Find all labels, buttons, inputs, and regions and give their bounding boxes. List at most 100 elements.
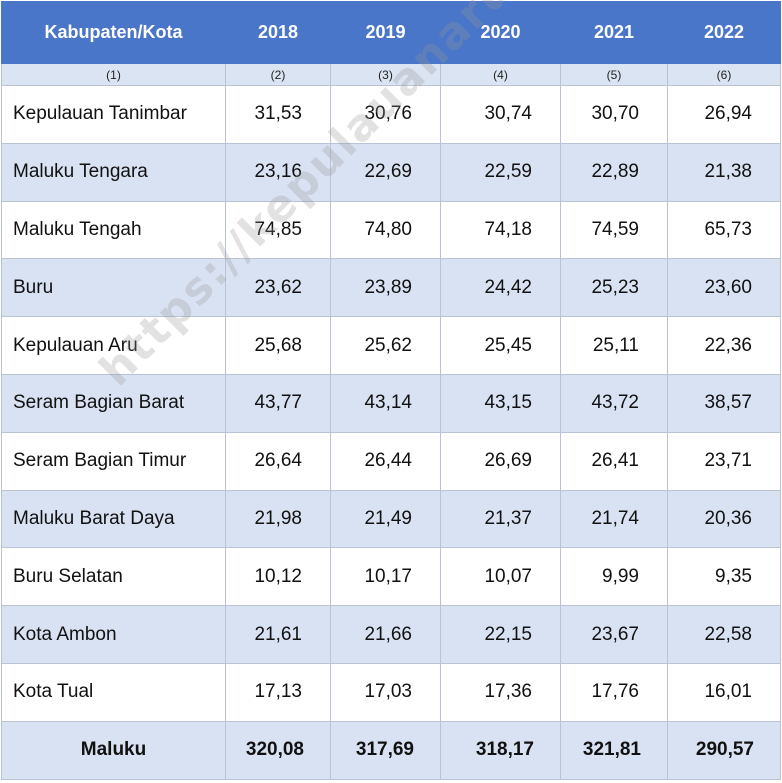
value-cell: 22,36 bbox=[667, 316, 781, 375]
column-header-2019: 2019 bbox=[330, 1, 441, 64]
column-number: (4) bbox=[440, 63, 561, 86]
value-cell: 21,49 bbox=[330, 489, 441, 549]
value-cell: 24,42 bbox=[440, 258, 561, 318]
total-cell: 321,81 bbox=[560, 720, 668, 780]
value-cell: 74,59 bbox=[560, 200, 668, 260]
value-cell: 23,62 bbox=[225, 258, 331, 318]
region-name: Maluku Tengah bbox=[1, 200, 226, 260]
value-cell: 23,67 bbox=[560, 605, 668, 664]
value-cell: 43,77 bbox=[225, 373, 331, 433]
table-row: Kota Tual 17,13 17,03 17,36 17,76 16,01 bbox=[1, 662, 781, 722]
value-cell: 17,03 bbox=[330, 662, 441, 722]
value-cell: 22,15 bbox=[440, 605, 561, 664]
total-cell: 320,08 bbox=[225, 720, 331, 780]
value-cell: 21,66 bbox=[330, 605, 441, 664]
total-cell: 317,69 bbox=[330, 720, 441, 780]
value-cell: 10,12 bbox=[225, 547, 331, 607]
value-cell: 38,57 bbox=[667, 373, 781, 433]
value-cell: 43,14 bbox=[330, 373, 441, 433]
table-row: Maluku Tengah 74,85 74,80 74,18 74,59 65,73 bbox=[1, 200, 781, 260]
value-cell: 9,35 bbox=[667, 547, 781, 607]
region-name: Seram Bagian Barat bbox=[1, 373, 226, 433]
column-number: (1) bbox=[1, 63, 226, 86]
value-cell: 25,62 bbox=[330, 316, 441, 375]
value-cell: 26,64 bbox=[225, 431, 331, 491]
table-row: Kepulauan Tanimbar 31,53 30,76 30,74 30,70 26… bbox=[1, 85, 781, 144]
value-cell: 23,16 bbox=[225, 142, 331, 202]
value-cell: 21,98 bbox=[225, 489, 331, 549]
value-cell: 43,72 bbox=[560, 373, 668, 433]
value-cell: 9,99 bbox=[560, 547, 668, 607]
table-row: Seram Bagian Barat 43,77 43,14 43,15 43,72 38… bbox=[1, 373, 781, 433]
region-name: Buru bbox=[1, 258, 226, 318]
value-cell: 31,53 bbox=[225, 85, 331, 144]
header-row: Kabupaten/Kota 2018 2019 2020 2021 2022 bbox=[1, 1, 781, 64]
value-cell: 26,69 bbox=[440, 431, 561, 491]
value-cell: 25,68 bbox=[225, 316, 331, 375]
column-number-row: (1) (2) (3) (4) (5) (6) bbox=[1, 63, 781, 86]
value-cell: 21,38 bbox=[667, 142, 781, 202]
region-name: Seram Bagian Timur bbox=[1, 431, 226, 491]
value-cell: 23,89 bbox=[330, 258, 441, 318]
column-header-2018: 2018 bbox=[225, 1, 331, 64]
value-cell: 23,71 bbox=[667, 431, 781, 491]
column-header-region: Kabupaten/Kota bbox=[1, 1, 226, 64]
table-row: Maluku Tengara 23,16 22,69 22,59 22,89 21,38 bbox=[1, 142, 781, 202]
value-cell: 22,69 bbox=[330, 142, 441, 202]
value-cell: 74,80 bbox=[330, 200, 441, 260]
value-cell: 26,44 bbox=[330, 431, 441, 491]
table-row: Kota Ambon 21,61 21,66 22,15 23,67 22,58 bbox=[1, 605, 781, 664]
value-cell: 26,41 bbox=[560, 431, 668, 491]
column-number: (5) bbox=[560, 63, 668, 86]
value-cell: 22,89 bbox=[560, 142, 668, 202]
value-cell: 23,60 bbox=[667, 258, 781, 318]
column-number: (6) bbox=[667, 63, 781, 86]
value-cell: 10,17 bbox=[330, 547, 441, 607]
table-row: Maluku Barat Daya 21,98 21,49 21,37 21,74 20,… bbox=[1, 489, 781, 549]
value-cell: 25,45 bbox=[440, 316, 561, 375]
column-header-2021: 2021 bbox=[560, 1, 668, 64]
value-cell: 17,13 bbox=[225, 662, 331, 722]
value-cell: 21,61 bbox=[225, 605, 331, 664]
value-cell: 43,15 bbox=[440, 373, 561, 433]
total-label: Maluku bbox=[1, 720, 226, 780]
value-cell: 16,01 bbox=[667, 662, 781, 722]
region-name: Kota Ambon bbox=[1, 605, 226, 664]
value-cell: 25,11 bbox=[560, 316, 668, 375]
value-cell: 30,70 bbox=[560, 85, 668, 144]
value-cell: 74,85 bbox=[225, 200, 331, 260]
value-cell: 74,18 bbox=[440, 200, 561, 260]
column-number: (2) bbox=[225, 63, 331, 86]
value-cell: 21,37 bbox=[440, 489, 561, 549]
value-cell: 20,36 bbox=[667, 489, 781, 549]
column-header-2020: 2020 bbox=[440, 1, 561, 64]
table-body: Kepulauan Tanimbar 31,53 30,76 30,74 30,70 26… bbox=[1, 85, 781, 722]
region-name: Buru Selatan bbox=[1, 547, 226, 607]
table-row: Buru 23,62 23,89 24,42 25,23 23,60 bbox=[1, 258, 781, 318]
region-name: Kepulauan Aru bbox=[1, 316, 226, 375]
value-cell: 25,23 bbox=[560, 258, 668, 318]
value-cell: 30,76 bbox=[330, 85, 441, 144]
table-row: Kepulauan Aru 25,68 25,62 25,45 25,11 22,36 bbox=[1, 316, 781, 375]
value-cell: 10,07 bbox=[440, 547, 561, 607]
total-cell: 290,57 bbox=[667, 720, 781, 780]
value-cell: 21,74 bbox=[560, 489, 668, 549]
column-header-2022: 2022 bbox=[667, 1, 781, 64]
total-row: Maluku 320,08 317,69 318,17 321,81 290,5… bbox=[1, 720, 781, 780]
value-cell: 22,58 bbox=[667, 605, 781, 664]
table-row: Seram Bagian Timur 26,64 26,44 26,69 26,41 23… bbox=[1, 431, 781, 491]
total-cell: 318,17 bbox=[440, 720, 561, 780]
value-cell: 26,94 bbox=[667, 85, 781, 144]
table-row: Buru Selatan 10,12 10,17 10,07 9,99 9,35 bbox=[1, 547, 781, 607]
region-name: Maluku Tengara bbox=[1, 142, 226, 202]
region-name: Kota Tual bbox=[1, 662, 226, 722]
value-cell: 30,74 bbox=[440, 85, 561, 144]
column-number: (3) bbox=[330, 63, 441, 86]
region-name: Maluku Barat Daya bbox=[1, 489, 226, 549]
region-name: Kepulauan Tanimbar bbox=[1, 85, 226, 144]
value-cell: 65,73 bbox=[667, 200, 781, 260]
value-cell: 22,59 bbox=[440, 142, 561, 202]
value-cell: 17,36 bbox=[440, 662, 561, 722]
value-cell: 17,76 bbox=[560, 662, 668, 722]
